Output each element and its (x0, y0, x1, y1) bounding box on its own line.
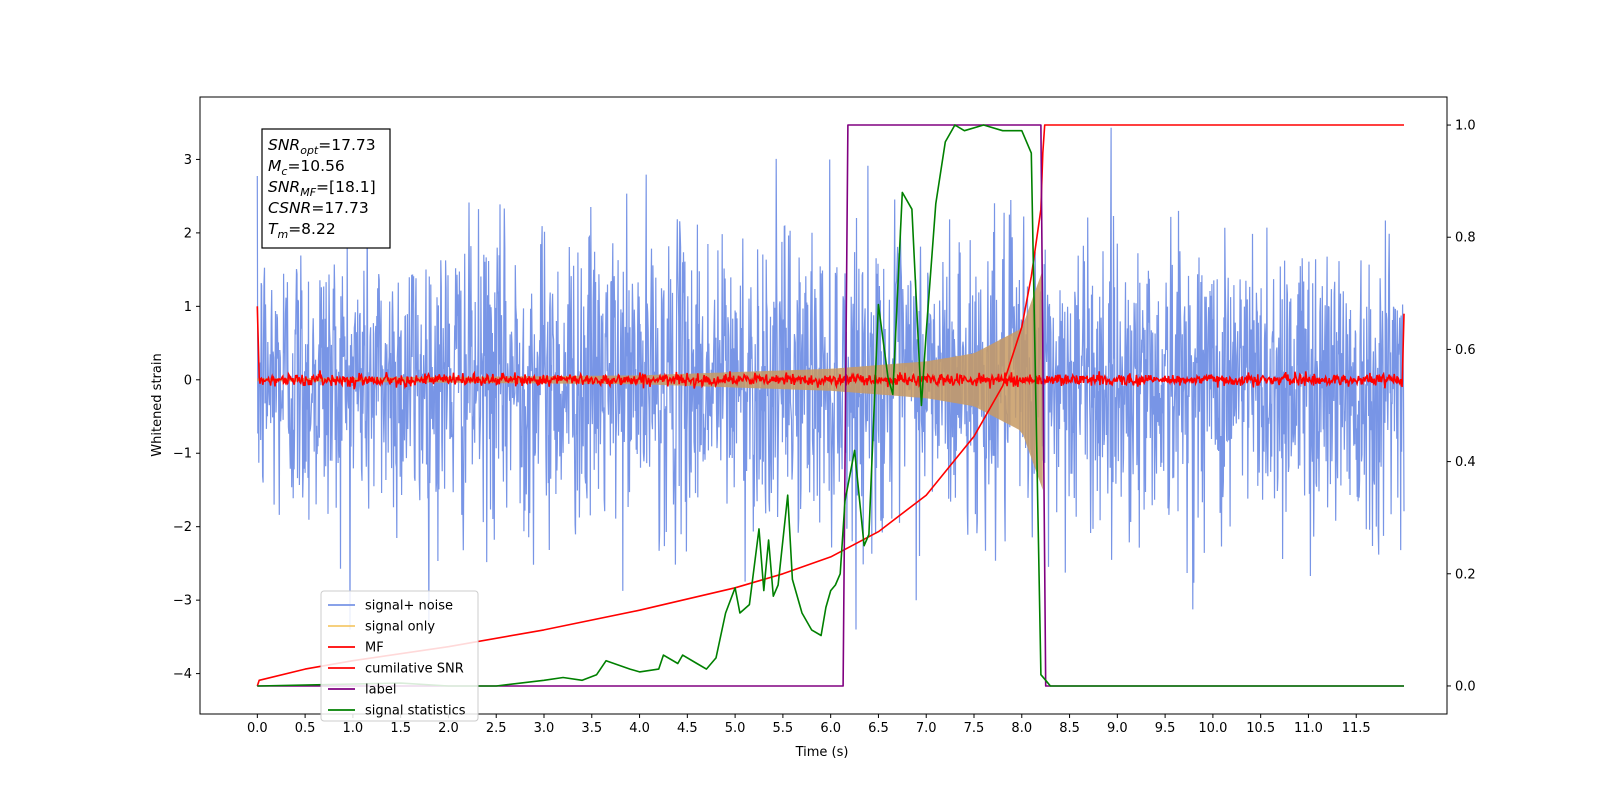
x-tick-label: 2.5 (486, 721, 507, 736)
x-tick-label: 3.0 (534, 721, 555, 736)
mf-line (256, 306, 1405, 390)
annotation-snr-mf: SNRMF=[18.1] (268, 178, 376, 199)
plot-frame (199, 96, 1448, 715)
legend-label: signal statistics (365, 704, 466, 719)
legend-label: cumilative SNR (365, 662, 464, 677)
x-tick-label: 5.5 (773, 721, 794, 736)
y2-tick-label: 0.4 (1455, 455, 1476, 470)
x-tick-label: 0.0 (247, 721, 268, 736)
annotation-csnr: CSNR=17.73 (268, 199, 369, 217)
annotation-mc: Mc=10.56 (268, 157, 345, 178)
y2-axis-ticks: 1.0 0.8 0.6 0.4 0.2 0.0 (1447, 119, 1476, 694)
x-tick-label: 1.0 (343, 721, 364, 736)
y-tick-label: −3 (173, 594, 192, 609)
x-tick-label: 8.5 (1059, 721, 1080, 736)
y-tick-label: 2 (184, 226, 192, 241)
x-tick-label: 7.5 (964, 721, 985, 736)
annotation-snr-opt: SNRopt=17.73 (268, 136, 376, 157)
y-tick-label: 0 (184, 373, 192, 388)
x-tick-label: 11.0 (1294, 721, 1323, 736)
y2-tick-label: 0.2 (1455, 567, 1476, 582)
x-tick-label: 5.0 (725, 721, 746, 736)
legend-label: signal+ noise (365, 599, 453, 614)
x-tick-label: 2.0 (438, 721, 459, 736)
y-tick-label: 1 (184, 300, 192, 315)
x-axis-ticks: 0.0 0.5 1.0 1.5 2.0 2.5 3.0 3.5 4.0 4.5 5.0 5.5 6.0 6… (247, 714, 1371, 736)
x-tick-label: 0.5 (295, 721, 316, 736)
annotation-tm: Tm=8.22 (268, 220, 336, 241)
y2-tick-label: 1.0 (1455, 119, 1476, 134)
legend: signal+ noise signal only MF cumilative SNR… (320, 590, 479, 722)
x-tick-label: 6.0 (820, 721, 841, 736)
legend-label: signal only (365, 620, 435, 635)
x-tick-label: 11.5 (1342, 721, 1371, 736)
x-axis-label: Time (s) (795, 745, 849, 760)
y-axis-label: Whitened strain (150, 353, 165, 456)
y2-tick-label: 0.8 (1455, 231, 1476, 246)
legend-label: label (365, 683, 396, 698)
x-tick-label: 6.5 (868, 721, 889, 736)
signal-statistics-line (257, 124, 1404, 687)
x-tick-label: 1.5 (390, 721, 411, 736)
legend-label: MF (365, 641, 384, 656)
x-tick-label: 9.0 (1107, 721, 1128, 736)
signal-statistics-series (257, 124, 1404, 687)
annotation-box: SNRopt=17.73 Mc=10.56 SNRMF=[18.1] CSNR=… (261, 128, 391, 249)
y-tick-label: −4 (173, 667, 192, 682)
mf-series (256, 306, 1405, 390)
x-tick-label: 10.5 (1246, 721, 1275, 736)
x-tick-label: 9.5 (1155, 721, 1176, 736)
y-tick-label: −2 (173, 520, 192, 535)
y-tick-label: 3 (184, 153, 192, 168)
y2-tick-label: 0.6 (1455, 343, 1476, 358)
signal-noise-series (256, 127, 1405, 630)
x-tick-label: 10.0 (1198, 721, 1227, 736)
x-tick-label: 3.5 (581, 721, 602, 736)
x-tick-label: 8.0 (1011, 721, 1032, 736)
y-tick-label: −1 (173, 447, 192, 462)
x-tick-label: 4.5 (677, 721, 698, 736)
y2-tick-label: 0.0 (1455, 679, 1476, 694)
x-tick-label: 4.0 (629, 721, 650, 736)
x-tick-label: 7.0 (916, 721, 937, 736)
y-axis-ticks: 3 2 1 0 −1 −2 −3 −4 (173, 153, 200, 682)
signal-noise-line (256, 127, 1405, 630)
